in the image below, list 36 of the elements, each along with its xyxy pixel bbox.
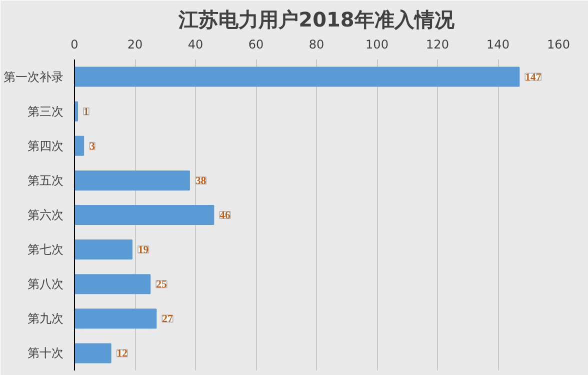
y-tick-label: 第五次: [28, 173, 64, 188]
y-tick-label: 第六次: [28, 208, 64, 222]
y-tick-label: 第四次: [28, 138, 64, 153]
y-tick-label: 第八次: [28, 277, 64, 292]
bar: [74, 136, 84, 156]
data-label: 1: [84, 106, 89, 118]
data-label: 12: [116, 348, 128, 360]
y-tick-label: 第十次: [28, 346, 64, 360]
bar: [74, 274, 151, 294]
x-tick-label: 40: [188, 38, 204, 52]
bar: [74, 240, 132, 260]
y-tick-label: 第七次: [28, 242, 64, 257]
x-tick-label: 80: [308, 38, 324, 52]
bar: [74, 343, 112, 364]
data-label: 19: [138, 245, 149, 256]
chart-title: 江苏电力用户2018年准入情况: [178, 8, 456, 32]
bar: [74, 170, 190, 190]
x-tick-label: 20: [127, 38, 143, 52]
x-tick-label: 100: [366, 38, 388, 52]
y-tick-label: 第一次补录: [4, 70, 64, 84]
x-tick-label: 120: [426, 38, 449, 52]
data-label: 3: [90, 141, 95, 152]
x-tick-label: 0: [70, 38, 78, 52]
y-tick-label: 第九次: [28, 312, 64, 326]
data-label: 46: [220, 210, 231, 222]
bar: [74, 308, 157, 329]
bar: [74, 66, 520, 87]
data-label: 38: [195, 176, 206, 187]
x-tick-label: 160: [547, 38, 570, 52]
x-tick-label: 140: [486, 38, 510, 52]
x-tick-label: 60: [248, 38, 264, 52]
y-tick-label: 第三次: [28, 104, 64, 118]
data-label: 27: [162, 314, 174, 326]
data-label: 147: [525, 72, 542, 84]
bar: [74, 204, 214, 226]
data-label: 25: [156, 280, 167, 291]
